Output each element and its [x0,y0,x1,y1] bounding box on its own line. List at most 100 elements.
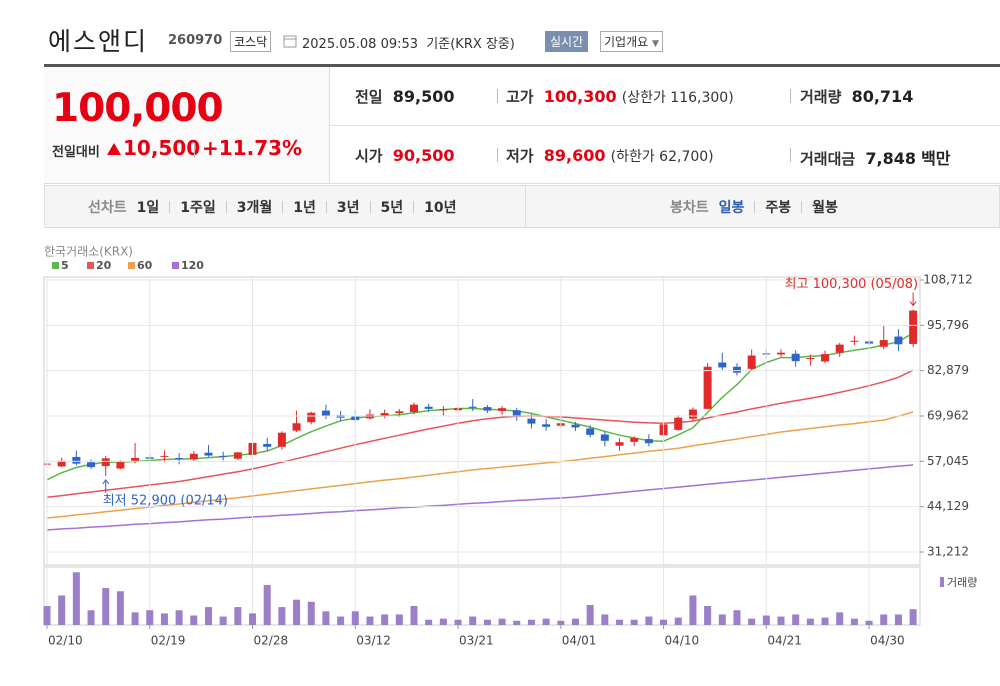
tab[interactable]: 주봉 [765,200,792,216]
info-unit: 백만 [921,149,951,168]
volume-bar [322,611,330,625]
volume-bar [293,599,301,625]
x-tick-label: 02/10 [48,634,83,648]
volume-bar [571,618,579,625]
info-note: (하한가 62,700) [610,149,714,165]
tab-divider [525,186,526,227]
tab-separator [801,201,803,213]
tab-separator [413,201,415,213]
volume-bar [557,620,565,625]
info-label: 전일 [355,88,383,106]
candle-body [292,423,301,431]
tab[interactable]: 3년 [336,200,360,216]
company-button[interactable]: 기업개요 ▼ [600,31,663,52]
legend-swatch [52,262,59,269]
change-rate: +11.73% [202,136,303,160]
tab[interactable]: 1주일 [180,200,216,216]
candle-body [747,355,756,369]
tab[interactable]: 3개월 [236,200,273,216]
volume-bar [806,618,814,625]
volume-bar [395,614,403,625]
info-value: 100,300 [543,87,617,106]
x-tick-label: 02/19 [151,634,186,648]
volume-bar [689,595,697,625]
tab-separator [325,201,327,213]
candle-body [542,424,551,427]
volume-bar [483,619,491,625]
volume-bar [146,610,154,625]
tab[interactable]: 1년 [293,200,316,216]
tab[interactable]: 일봉 [718,200,745,216]
candle-body [688,409,697,419]
timestamp: 2025.05.08 09:53 기준(KRX 장중) [302,33,515,52]
calendar-icon [283,35,297,48]
volume-bar [72,572,80,625]
info-value: 89,500 [392,87,455,106]
volume-bar [777,616,785,625]
x-tick-label: 04/21 [767,634,802,648]
volume-bar [366,616,374,625]
change-label: 전일대비 [52,145,100,160]
volume-bar [601,614,609,625]
candle-body [879,340,888,347]
line-tabs: 선차트 1일 1주일 3개월 1년 3년 5년 10년 [88,197,457,217]
volume-bar [630,619,638,625]
volume-bar [762,615,770,625]
candle-body [909,310,918,344]
ma-line [46,464,914,531]
ma-line [46,411,914,519]
arrow-head [909,301,917,307]
volume-bar [880,614,888,625]
volume-bar [704,606,712,625]
volume-bar [586,604,594,625]
volume-bar [542,618,550,625]
info-label: 거래량 [800,88,842,106]
chart-source: 한국거래소(KRX) [44,245,133,259]
candle-body [571,424,580,428]
tab-group-label: 선차트 [88,200,127,216]
tab-separator [169,201,171,213]
legend-label: 5 [61,259,69,272]
realtime-button[interactable]: 실시간 [545,31,589,52]
annotation: 최고 100,300 (05/08) [785,277,919,292]
info-item: 시가 90,500 [355,145,455,166]
tab-separator [754,201,756,213]
volume-bar [645,616,653,625]
volume-bar [307,601,315,625]
y-tick-label: 31,212 [927,545,969,559]
tab[interactable]: 월봉 [812,200,838,216]
candle-body [777,352,785,355]
time: 2025.05.08 09:53 [302,37,419,52]
y-tick-label: 69,962 [927,409,969,423]
stock-name: 에스앤디 [48,27,149,56]
candle-body [674,417,683,430]
candle-body [512,410,521,417]
volume-bar [234,607,242,625]
market-badge: 코스닥 [230,31,272,52]
legend-swatch [172,262,179,269]
arrow-head [102,479,110,485]
volume-legend-swatch [940,577,944,587]
candle-body [219,455,228,457]
volume-bar [381,614,389,625]
volume-bar [204,607,212,625]
candle-body [101,458,110,467]
candle-body [718,362,727,368]
candle-body [835,344,844,353]
info-label: 저가 [506,147,534,165]
volume-bar [674,617,682,625]
volume-bar [249,613,257,625]
ma-line [46,369,914,499]
tab[interactable]: 10년 [424,200,457,216]
up-triangle [107,143,121,155]
candle-body [175,457,184,459]
candle-body [189,453,198,460]
volume-bar [102,588,110,625]
info-item: 고가 100,300 (상한가 116,300) [506,86,734,107]
y-tick-label: 57,045 [927,454,969,468]
candle-body [806,357,815,359]
tab[interactable]: 1일 [136,200,160,216]
basis: 기준(KRX 장중) [426,37,515,52]
tab[interactable]: 5년 [380,200,404,216]
volume-bar [850,618,858,625]
